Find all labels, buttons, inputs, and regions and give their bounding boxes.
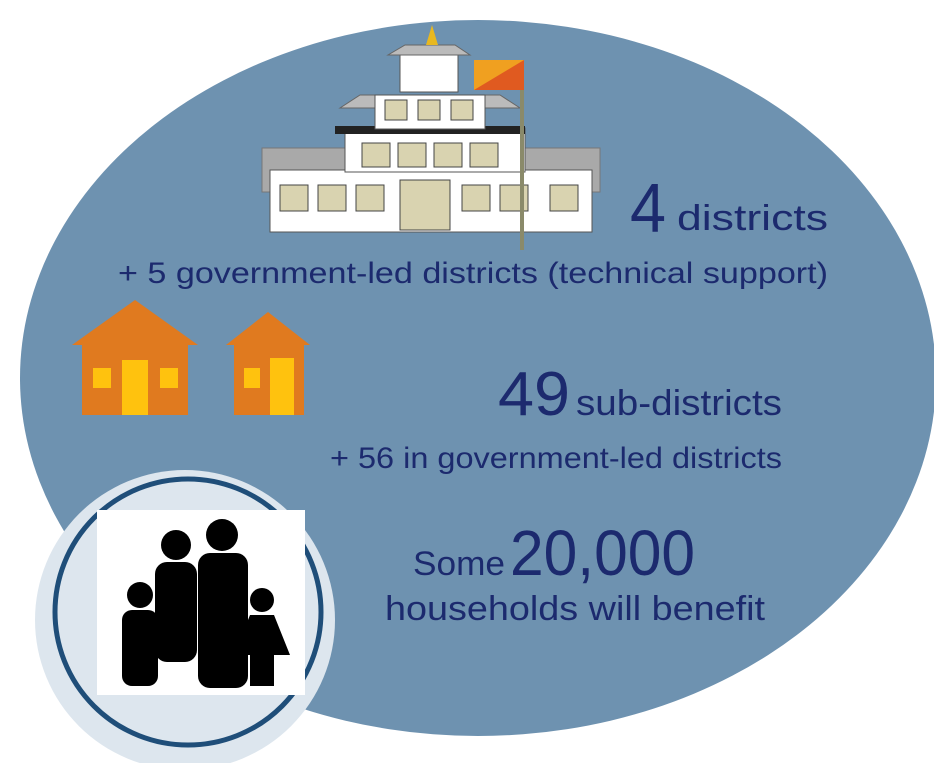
- stat-note: + 5 government-led districts (technical …: [118, 257, 828, 290]
- household-icon: [35, 470, 335, 763]
- stat-number: 49: [498, 360, 570, 429]
- stat-number: 20,000: [510, 517, 695, 589]
- stat-note: + 56 in government-led districts: [330, 442, 782, 475]
- district-building-icon: [261, 25, 601, 250]
- sub-district-house-icons: [72, 300, 310, 415]
- stat-number: 4: [630, 169, 666, 247]
- stat-unit: districts: [677, 197, 828, 238]
- stat-prefix: Some: [413, 545, 505, 583]
- stat-note: households will benefit: [385, 590, 766, 628]
- stat-unit: sub-districts: [576, 382, 782, 423]
